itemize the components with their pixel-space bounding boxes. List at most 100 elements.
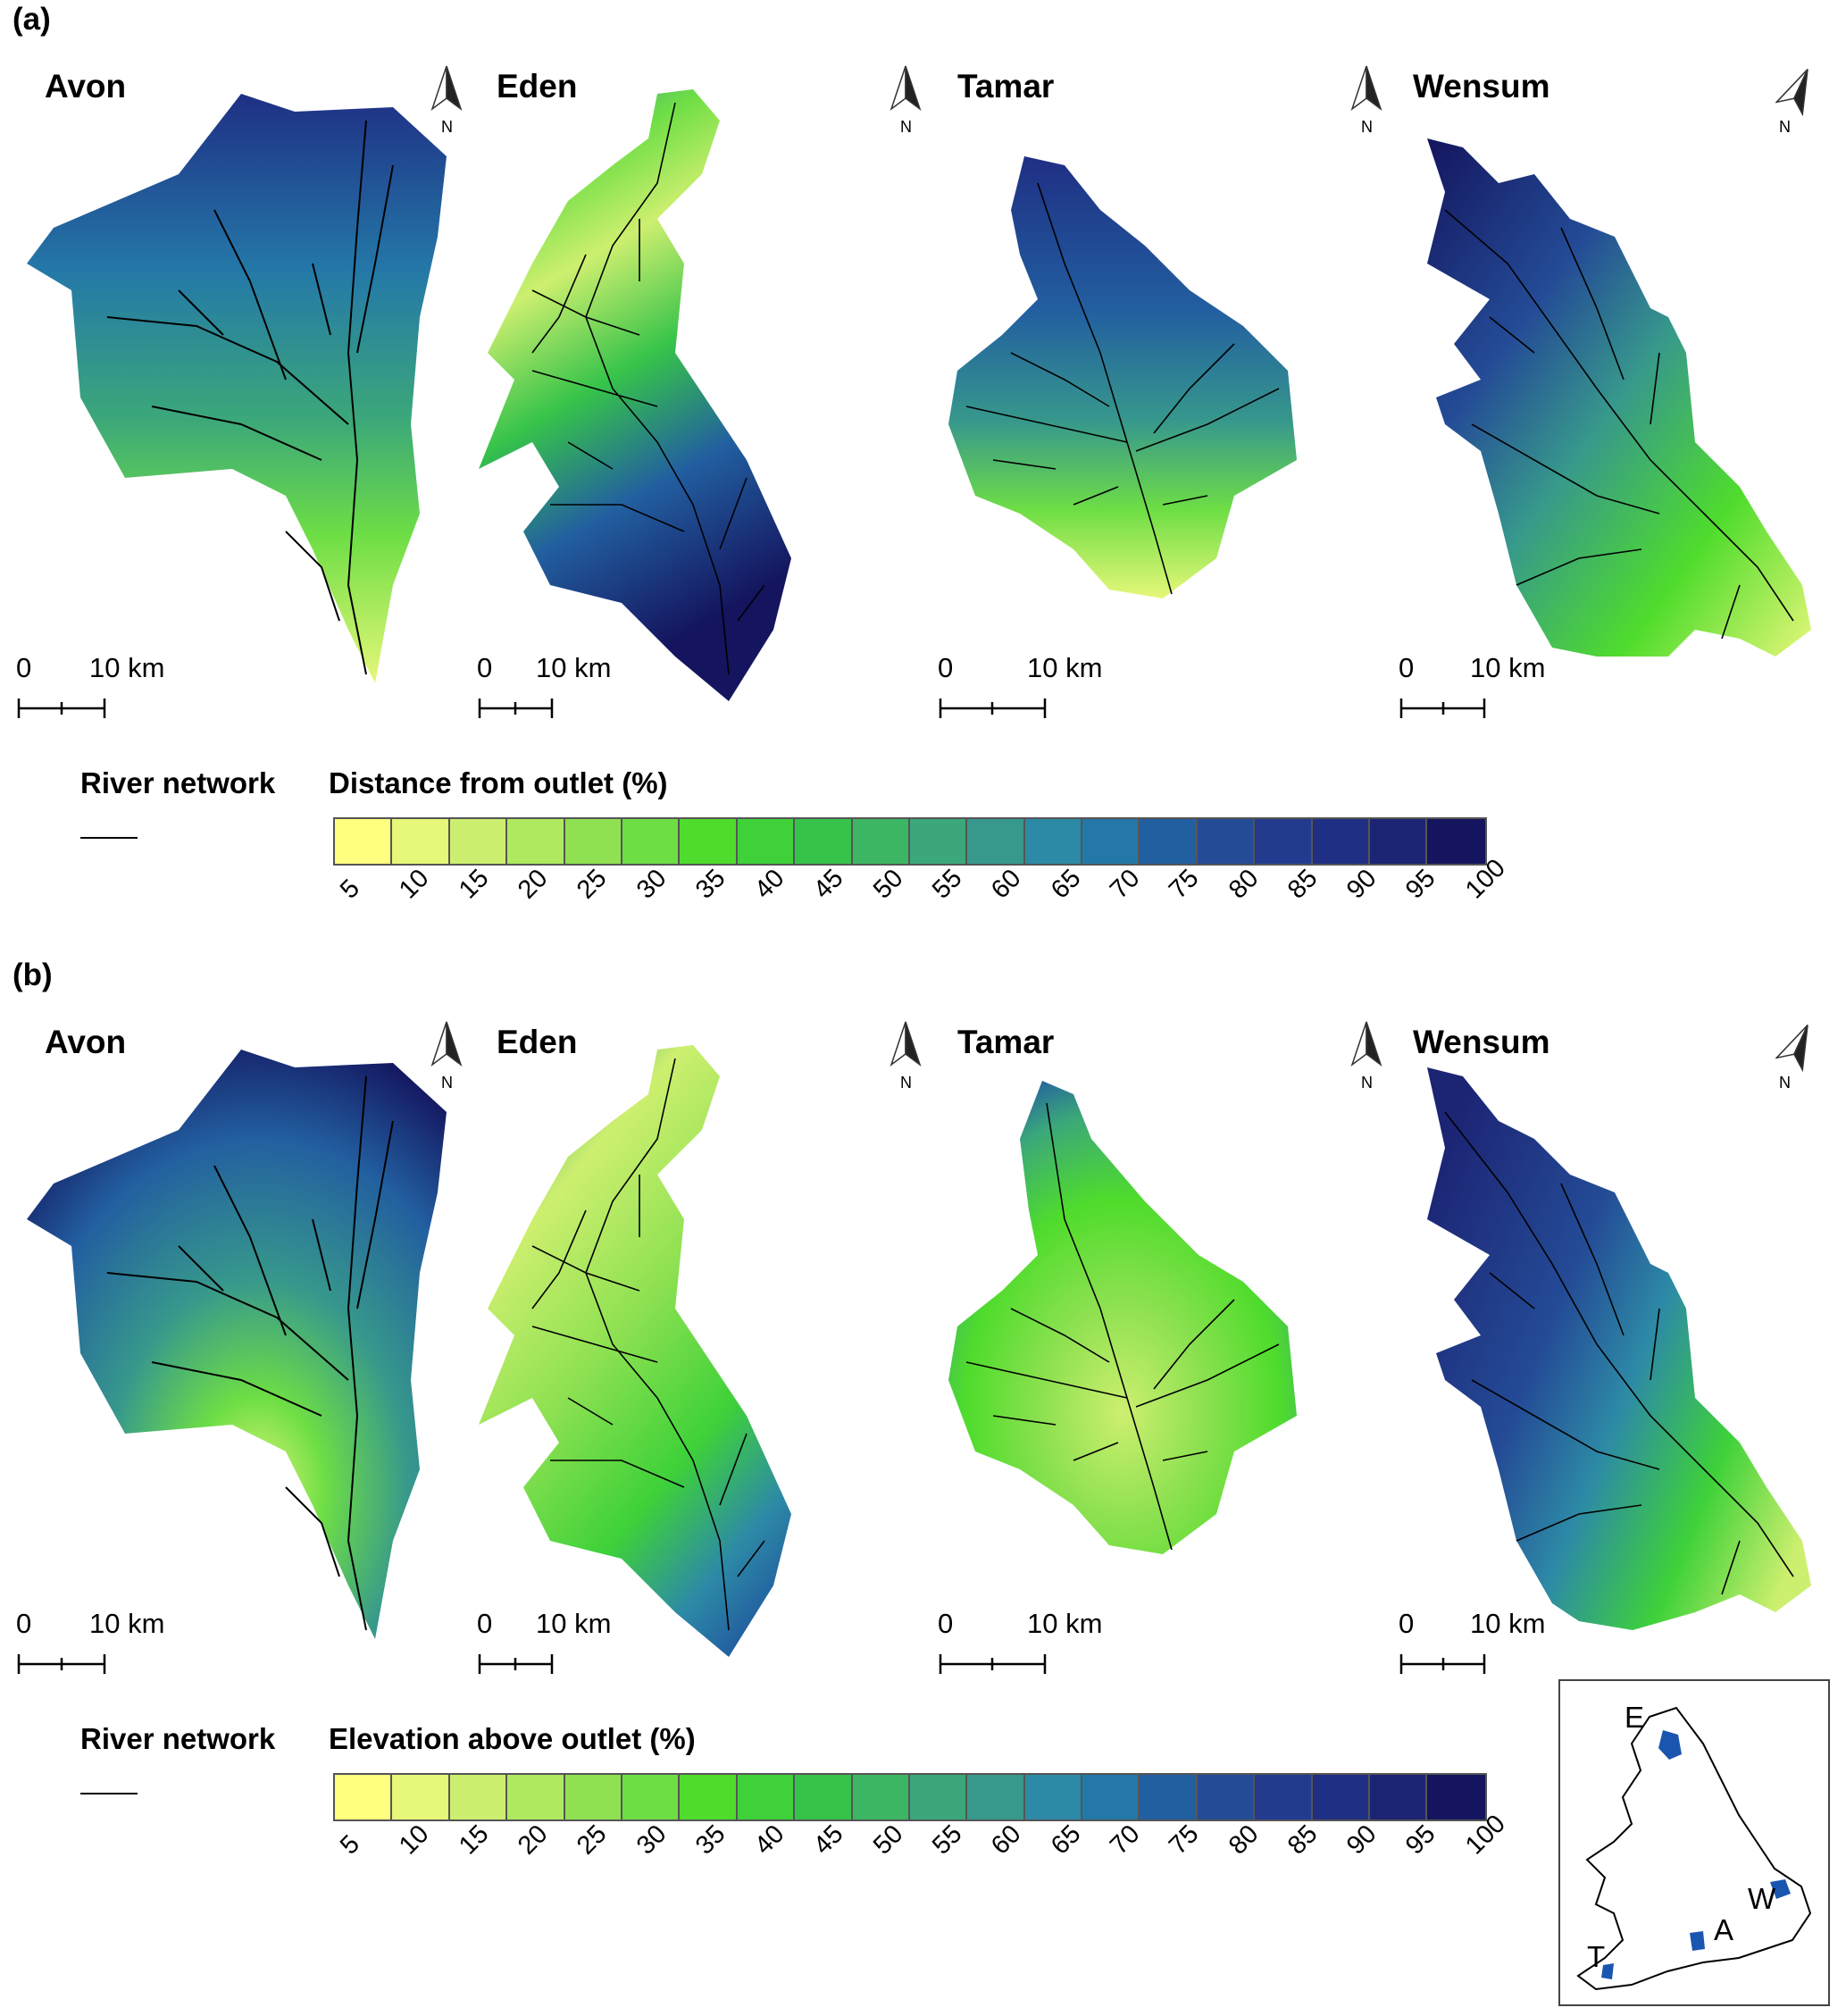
catchment-name: Eden: [497, 1024, 578, 1060]
colorbar-tick-label: 35: [689, 864, 731, 905]
colorbar-cell: [1197, 819, 1256, 864]
catchment-map: [27, 1050, 447, 1639]
colorbar-cell: [507, 1775, 565, 1819]
scale-bar-graphic: [17, 1654, 106, 1674]
river-network-legend-line: [80, 1793, 138, 1794]
colorbar-tick-label: 45: [808, 1819, 849, 1861]
scale-zero-label: 0: [16, 1608, 32, 1639]
catchment-name: Eden: [497, 68, 578, 105]
colorbar-tick-label: 25: [572, 1819, 613, 1861]
colorbar-tick-label: 80: [1223, 1819, 1264, 1861]
colorbar-cell: [795, 819, 853, 864]
scale-bar: 0 10 km: [1399, 1608, 1545, 1679]
colorbar-cell: [1255, 819, 1313, 864]
colorbar-tick-label: 85: [1282, 1819, 1324, 1861]
colorbar-cell: [392, 1775, 450, 1819]
map-eden: Eden N: [461, 956, 922, 1674]
north-letter: N: [441, 118, 453, 136]
scale-zero-label: 0: [1399, 652, 1415, 683]
colorbar-tick-label: 90: [1341, 1819, 1382, 1861]
map-wensum: Wensum N: [1382, 956, 1843, 1674]
eden-marker: [1658, 1730, 1682, 1760]
colorbar-cell: [909, 819, 968, 864]
colorbar-cell: [335, 1775, 393, 1819]
scale-distance-label: 10 km: [89, 1608, 165, 1639]
colorbar: [333, 817, 1487, 866]
colorbar-tick-label: 60: [986, 864, 1027, 905]
colorbar-tick-label: 40: [749, 1819, 790, 1861]
map-avon: Avon N: [0, 956, 463, 1674]
scale-zero-label: 0: [16, 652, 32, 683]
catchment-map: [1427, 138, 1811, 657]
colorbar-cell: [967, 819, 1025, 864]
colorbar-tick-label: 35: [689, 1819, 731, 1861]
colorbar-title: Elevation above outlet (%): [329, 1722, 696, 1755]
inset-label-tamar: T: [1587, 1940, 1606, 1973]
colorbar-tick-label: 80: [1223, 864, 1264, 905]
colorbar-tick-label: 20: [512, 864, 554, 905]
colorbar-cell: [449, 819, 508, 864]
colorbar-cell: [1140, 1775, 1198, 1819]
north-letter: N: [1361, 118, 1373, 136]
avon-marker: [1690, 1931, 1705, 1951]
map-avon: Avon N: [0, 0, 463, 718]
inset-label-wensum: W: [1748, 1882, 1776, 1915]
colorbar-cell: [1024, 1775, 1083, 1819]
north-letter: N: [900, 1074, 912, 1092]
colorbar-tick-label: 30: [631, 1819, 672, 1861]
north-arrow-icon: N: [1775, 69, 1808, 136]
north-arrow-icon: N: [890, 1021, 922, 1092]
colorbar-tick-label: 50: [867, 864, 909, 905]
wensum-marker: [1770, 1879, 1791, 1899]
colorbar-tick-label: 5: [335, 874, 366, 905]
scale-bar-graphic: [939, 698, 1047, 718]
panel-letter: (a): [13, 2, 51, 37]
inset-label-eden: E: [1625, 1701, 1645, 1734]
north-arrow-icon: N: [1350, 1021, 1382, 1092]
england-wales-outline: [1576, 1706, 1812, 1991]
colorbar-tick-label: 75: [1164, 864, 1205, 905]
river-network-legend-title: River network: [80, 766, 276, 799]
catchment-name: Tamar: [957, 1024, 1055, 1060]
river-network-legend-title: River network: [80, 1722, 276, 1755]
scale-bar: 0 10 km: [477, 1608, 611, 1679]
catchment-name: Wensum: [1413, 68, 1550, 105]
tamar-marker: [1601, 1963, 1614, 1979]
colorbar-cell: [1427, 1775, 1485, 1819]
colorbar-cell: [622, 819, 681, 864]
scale-bar-graphic: [478, 1654, 554, 1674]
scale-zero-label: 0: [938, 1608, 954, 1639]
colorbar-tick-label: 45: [808, 864, 849, 905]
colorbar-cell: [852, 1775, 910, 1819]
catchment-name: Tamar: [957, 68, 1055, 105]
north-letter: N: [1779, 1074, 1791, 1092]
scale-distance-label: 10 km: [1027, 1608, 1103, 1639]
scale-zero-label: 0: [477, 1608, 493, 1639]
colorbar-cell: [1255, 1775, 1313, 1819]
colorbar-cell: [852, 819, 910, 864]
colorbar-tick-label: 55: [927, 1819, 968, 1861]
colorbar-cell: [1370, 1775, 1428, 1819]
map-wensum: Wensum N: [1382, 0, 1843, 718]
catchment-map: [479, 89, 791, 701]
colorbar-cell: [335, 819, 393, 864]
colorbar: [333, 1773, 1487, 1821]
catchment-map: [27, 94, 447, 683]
colorbar-cell: [1024, 819, 1083, 864]
colorbar-cell: [392, 819, 450, 864]
colorbar-cell: [564, 819, 622, 864]
colorbar-tick-label: 65: [1045, 1819, 1087, 1861]
catchment-name: Wensum: [1413, 1024, 1550, 1060]
river-network-legend-line: [80, 837, 138, 839]
catchment-name: Avon: [45, 1024, 127, 1060]
colorbar-cell: [680, 819, 738, 864]
catchment-map: [948, 1081, 1297, 1554]
colorbar-tick-label: 70: [1104, 864, 1146, 905]
colorbar-tick-label: 10: [394, 864, 435, 905]
colorbar-cell: [1312, 819, 1371, 864]
map-tamar: Tamar N: [922, 956, 1382, 1674]
colorbar-tick-label: 95: [1400, 864, 1441, 905]
north-arrow-icon: N: [1775, 1025, 1808, 1092]
colorbar-cell: [795, 1775, 853, 1819]
catchment-map: [479, 1045, 791, 1657]
